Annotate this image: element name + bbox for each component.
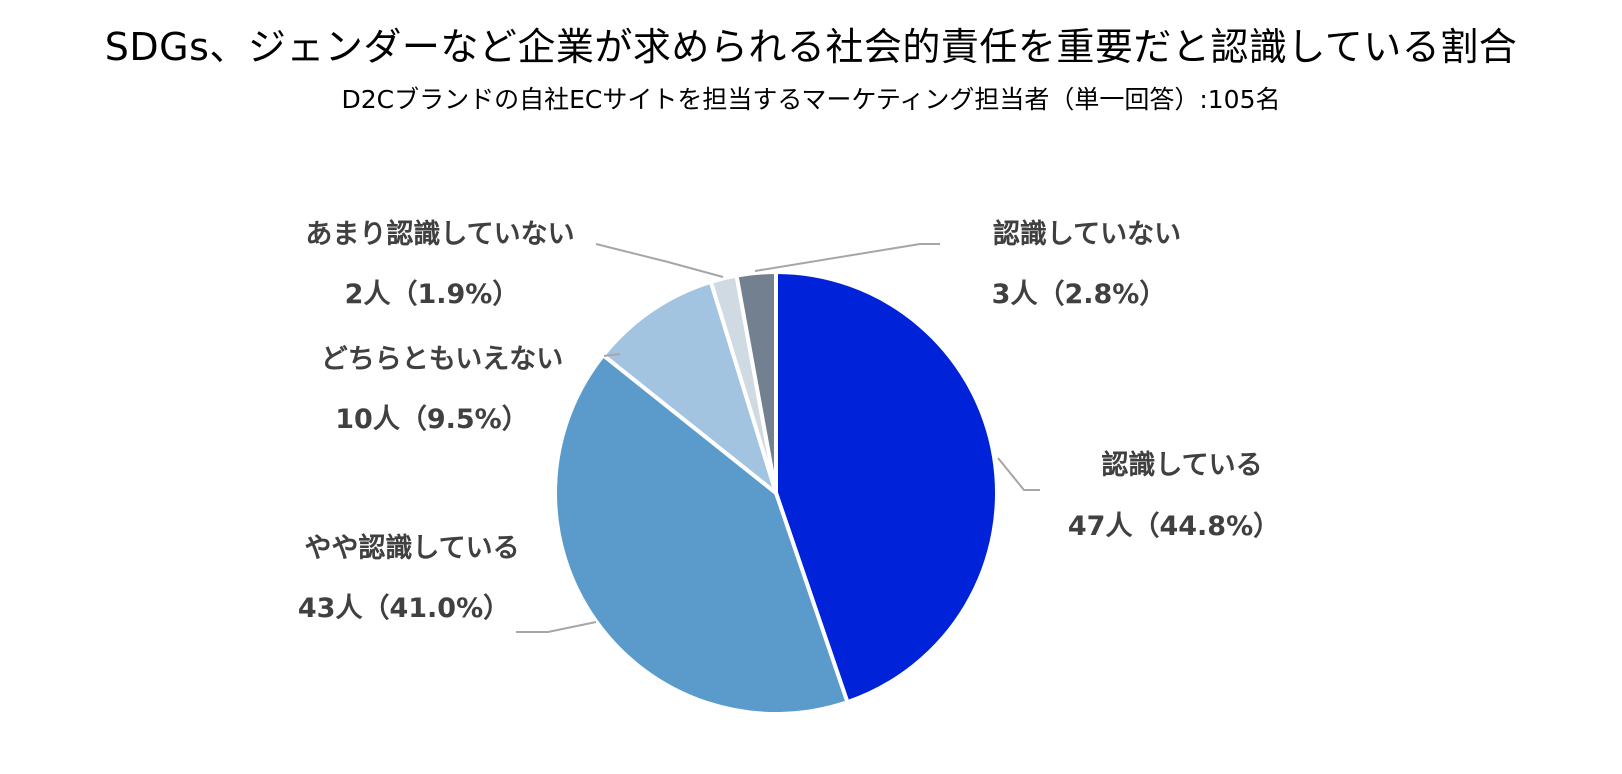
slice-category-label: 認識している: [1101, 449, 1262, 481]
pie-slices: [553, 269, 999, 716]
slice-category-label: 認識していない: [993, 218, 1181, 250]
leader-line: [516, 621, 597, 633]
leader-line: [603, 353, 621, 357]
pie-slice: [553, 352, 850, 716]
slice-category-label: あまり認識していない: [305, 218, 574, 250]
slice-value-label: 3人（2.8%）: [992, 279, 1167, 310]
leader-lines: [516, 243, 1040, 633]
chart-subtitle: D2Cブランドの自社ECサイトを担当するマーケティング担当者（単一回答）:105…: [341, 85, 1281, 114]
slice-value-label: 2人（1.9%）: [345, 279, 520, 310]
leader-line: [595, 243, 724, 278]
slice-value-label: 10人（9.5%）: [335, 404, 528, 435]
pie-slice: [734, 269, 778, 494]
chart-title: SDGs、ジェンダーなど企業が求められる社会的責任を重要だと認識している割合: [104, 25, 1518, 69]
slice-value-label: 47人（44.8%）: [1068, 511, 1280, 542]
slice-category-label: やや認識している: [304, 532, 519, 564]
slice-labels: 認識している 47人（44.8%） やや認識している 43人（41.0%） どちらともい…: [298, 218, 1280, 624]
pie-slice: [774, 269, 999, 705]
pie-slice: [600, 279, 780, 499]
slice-value-label: 43人（41.0%）: [298, 593, 510, 624]
slice-category-label: どちらともいえない: [321, 344, 563, 375]
leader-line: [997, 457, 1040, 491]
leader-line: [754, 243, 940, 272]
